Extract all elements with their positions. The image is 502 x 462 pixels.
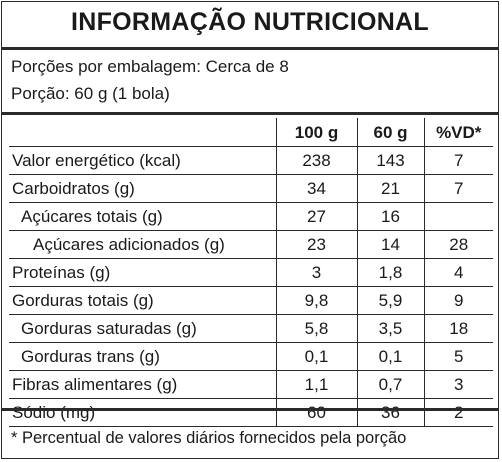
- value-100g: 23: [275, 230, 358, 259]
- value-60g: 14: [356, 230, 425, 259]
- header-label-cell: [9, 118, 277, 147]
- value-vd: 3: [423, 370, 493, 399]
- value-100g: 1,1: [275, 370, 358, 399]
- value-60g: 21: [356, 174, 425, 203]
- table-header-row: 100 g 60 g %VD*: [9, 118, 493, 147]
- nutrient-label: Gorduras totais (g): [9, 286, 277, 315]
- servings-per-package: Porções por embalagem: Cerca de 8: [11, 57, 289, 76]
- table-body: Valor energético (kcal) 238 143 7 Carboidrat…: [9, 146, 493, 427]
- table-row: Carboidratos (g) 34 21 7: [9, 174, 493, 203]
- value-100g: 34: [275, 174, 358, 203]
- value-60g: 5,9: [356, 286, 425, 315]
- header-vd: %VD*: [423, 118, 493, 147]
- value-60g: 0,1: [356, 342, 425, 371]
- nutrient-label: Valor energético (kcal): [9, 146, 277, 175]
- nutrient-label: Fibras alimentares (g): [9, 370, 277, 399]
- value-vd: 28: [423, 230, 493, 259]
- value-vd: 2: [423, 398, 493, 427]
- nutrient-label: Sódio (mg): [9, 398, 277, 427]
- panel-title: INFORMAÇÃO NUTRICIONAL: [71, 8, 429, 36]
- portion-size: Porção: 60 g (1 bola): [11, 84, 170, 103]
- value-vd: 9: [423, 286, 493, 315]
- table-row: Sódio (mg) 60 36 2: [9, 398, 493, 427]
- nutrient-label: Carboidratos (g): [9, 174, 277, 203]
- table-row: Gorduras totais (g) 9,8 5,9 9: [9, 286, 493, 315]
- value-100g: 27: [275, 202, 358, 231]
- table-row: Valor energético (kcal) 238 143 7: [9, 146, 493, 175]
- table-row: Proteínas (g) 3 1,8 4: [9, 258, 493, 287]
- divider-bottom: [2, 408, 498, 411]
- value-100g: 5,8: [275, 314, 358, 343]
- table-row: Fibras alimentares (g) 1,1 0,7 3: [9, 370, 493, 399]
- table-row: Açúcares totais (g) 27 16: [9, 202, 493, 231]
- header-60g: 60 g: [356, 118, 425, 147]
- value-60g: 16: [356, 202, 425, 231]
- value-100g: 238: [275, 146, 358, 175]
- divider-mid: [2, 112, 498, 115]
- divider-top: [2, 47, 498, 50]
- nutrition-table: 100 g 60 g %VD* Valor energético (kcal) 2…: [9, 118, 493, 427]
- nutrient-label: Proteínas (g): [9, 258, 277, 287]
- value-vd: 7: [423, 146, 493, 175]
- value-60g: 143: [356, 146, 425, 175]
- value-60g: 1,8: [356, 258, 425, 287]
- nutrient-label: Açúcares adicionados (g): [9, 230, 277, 259]
- nutrient-label: Gorduras saturadas (g): [9, 314, 277, 343]
- value-100g: 60: [275, 398, 358, 427]
- value-60g: 3,5: [356, 314, 425, 343]
- nutrient-label: Açúcares totais (g): [9, 202, 277, 231]
- header-100g: 100 g: [275, 118, 358, 147]
- table-row: Gorduras trans (g) 0,1 0,1 5: [9, 342, 493, 371]
- value-vd: 4: [423, 258, 493, 287]
- value-vd: 5: [423, 342, 493, 371]
- value-100g: 9,8: [275, 286, 358, 315]
- footnote: * Percentual de valores diários fornecid…: [11, 429, 407, 447]
- value-60g: 36: [356, 398, 425, 427]
- value-100g: 0,1: [275, 342, 358, 371]
- nutrient-label: Gorduras trans (g): [9, 342, 277, 371]
- value-100g: 3: [275, 258, 358, 287]
- table-row: Açúcares adicionados (g) 23 14 28: [9, 230, 493, 259]
- value-vd: [423, 202, 493, 231]
- value-60g: 0,7: [356, 370, 425, 399]
- value-vd: 7: [423, 174, 493, 203]
- table-row: Gorduras saturadas (g) 5,8 3,5 18: [9, 314, 493, 343]
- value-vd: 18: [423, 314, 493, 343]
